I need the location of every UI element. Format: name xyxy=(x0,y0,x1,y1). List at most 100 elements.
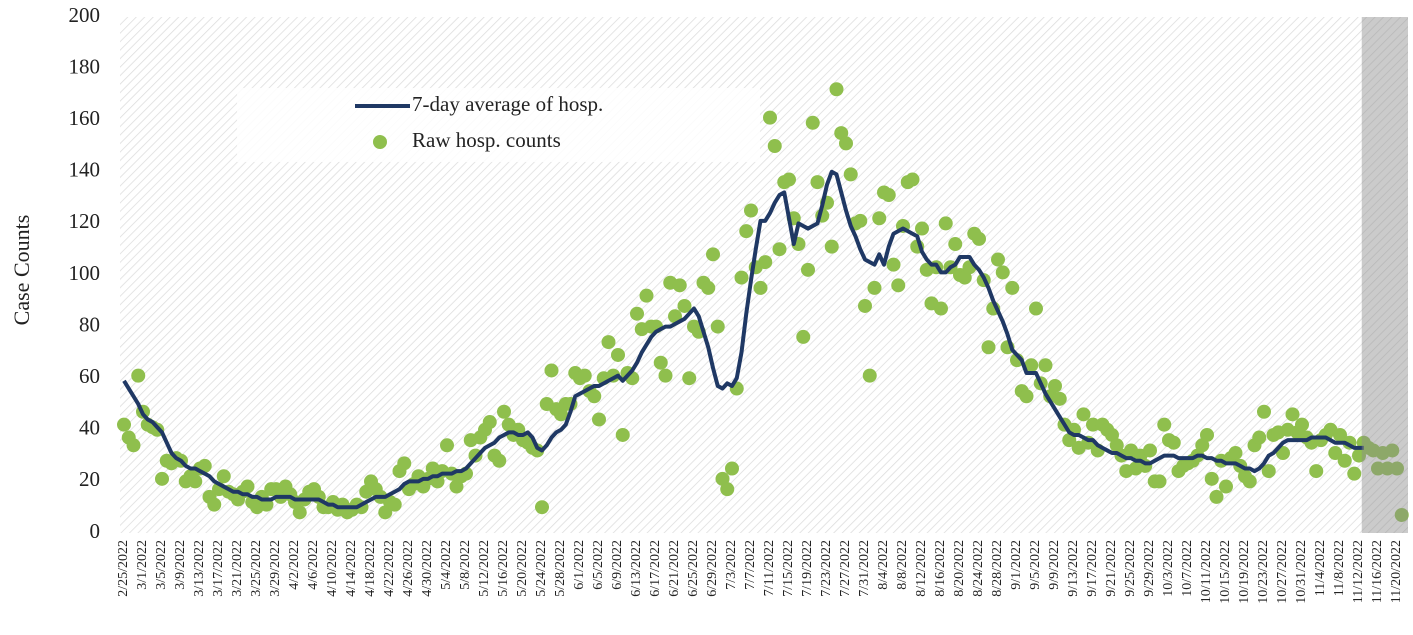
raw-point xyxy=(1390,461,1404,476)
raw-point xyxy=(829,82,844,97)
raw-point xyxy=(867,280,882,295)
x-tick-label: 3/9/2022 xyxy=(173,540,188,590)
raw-point xyxy=(492,453,507,468)
y-tick-label: 160 xyxy=(69,106,101,130)
raw-point xyxy=(801,262,815,277)
y-tick-label: 60 xyxy=(79,364,100,388)
raw-point xyxy=(810,175,825,190)
raw-point xyxy=(440,438,454,453)
raw-point xyxy=(886,257,901,272)
raw-point xyxy=(1257,404,1271,419)
raw-point xyxy=(1200,427,1214,442)
raw-point xyxy=(805,115,820,130)
raw-point xyxy=(843,167,858,182)
x-tick-label: 10/11/2022 xyxy=(1199,540,1214,603)
raw-point xyxy=(397,456,412,471)
x-tick-label: 8/4/2022 xyxy=(876,540,891,590)
raw-point xyxy=(991,252,1005,267)
raw-point xyxy=(767,139,782,153)
raw-point xyxy=(577,368,592,383)
raw-point xyxy=(658,368,673,383)
x-tick-label: 5/16/2022 xyxy=(496,540,511,597)
x-tick-label: 7/19/2022 xyxy=(800,540,815,597)
raw-point xyxy=(1029,301,1043,316)
raw-point xyxy=(1328,446,1343,461)
x-tick-label: 9/17/2022 xyxy=(1085,540,1100,597)
x-tick-label: 9/13/2022 xyxy=(1066,540,1081,597)
y-tick-label: 40 xyxy=(79,416,100,440)
y-axis-label: Case Counts xyxy=(9,215,34,326)
y-tick-label: 120 xyxy=(69,209,101,233)
raw-point xyxy=(497,404,511,419)
x-tick-label: 10/19/2022 xyxy=(1237,540,1252,604)
raw-point xyxy=(387,497,402,512)
x-tick-label: 9/5/2022 xyxy=(1028,540,1043,590)
raw-point xyxy=(710,319,725,334)
x-tick-label: 5/24/2022 xyxy=(534,540,549,597)
raw-point xyxy=(1019,389,1034,404)
raw-point xyxy=(1228,446,1243,461)
raw-point xyxy=(981,340,996,355)
y-tick-label: 0 xyxy=(90,519,101,543)
raw-point xyxy=(672,278,687,293)
raw-point xyxy=(839,136,853,151)
shaded-region xyxy=(1361,17,1408,533)
raw-point xyxy=(782,172,796,187)
x-tick-label: 9/25/2022 xyxy=(1123,540,1138,597)
raw-point xyxy=(677,298,692,313)
y-tick-label: 100 xyxy=(69,261,101,285)
x-tick-label: 10/15/2022 xyxy=(1218,540,1233,604)
raw-point xyxy=(592,412,606,427)
x-tick-label: 10/23/2022 xyxy=(1256,540,1271,604)
raw-point xyxy=(292,505,307,520)
raw-point xyxy=(706,247,720,262)
raw-point xyxy=(915,221,929,236)
raw-point xyxy=(482,415,497,430)
raw-point xyxy=(995,265,1010,280)
x-tick-label: 2/25/2022 xyxy=(116,540,131,597)
legend-label: 7-day average of hosp. xyxy=(412,92,603,116)
average-line xyxy=(122,169,1364,510)
raw-point xyxy=(739,224,754,239)
x-tick-label: 8/16/2022 xyxy=(933,540,948,597)
raw-point xyxy=(601,335,616,350)
x-tick-label: 4/14/2022 xyxy=(344,540,359,597)
x-tick-label: 4/6/2022 xyxy=(306,540,321,590)
raw-point xyxy=(630,306,644,321)
x-tick-label: 3/5/2022 xyxy=(154,540,169,590)
x-tick-label: 11/4/2022 xyxy=(1313,540,1328,596)
x-tick-label: 3/21/2022 xyxy=(230,540,245,597)
x-tick-label: 7/27/2022 xyxy=(838,540,853,597)
raw-point xyxy=(1252,430,1267,445)
raw-point xyxy=(744,203,758,218)
raw-point xyxy=(758,255,773,270)
raw-point xyxy=(188,474,203,489)
x-tick-label: 5/28/2022 xyxy=(553,540,568,597)
raw-point xyxy=(905,172,920,187)
x-tick-label: 8/24/2022 xyxy=(971,540,986,597)
raw-point xyxy=(1352,448,1366,463)
raw-point xyxy=(753,280,768,295)
raw-point xyxy=(197,458,212,473)
y-tick-label: 200 xyxy=(69,3,101,27)
raw-point xyxy=(1204,471,1219,486)
x-tick-label: 4/10/2022 xyxy=(325,540,340,597)
raw-point xyxy=(862,368,877,383)
raw-point xyxy=(934,301,948,316)
x-tick-label: 7/31/2022 xyxy=(857,540,872,597)
raw-point xyxy=(1309,464,1324,479)
raw-point xyxy=(1048,378,1062,393)
x-tick-label: 11/8/2022 xyxy=(1332,540,1347,596)
x-tick-label: 3/29/2022 xyxy=(268,540,283,597)
raw-point xyxy=(530,443,545,458)
x-tick-label: 10/27/2022 xyxy=(1275,540,1290,604)
x-tick-label: 8/8/2022 xyxy=(895,540,910,590)
x-tick-label: 4/2/2022 xyxy=(287,540,302,590)
x-tick-label: 9/21/2022 xyxy=(1104,540,1119,597)
x-tick-label: 6/1/2022 xyxy=(572,540,587,590)
x-tick-label: 6/5/2022 xyxy=(591,540,606,590)
x-tick-label: 5/20/2022 xyxy=(515,540,530,597)
x-tick-label: 6/25/2022 xyxy=(686,540,701,597)
x-tick-label: 7/11/2022 xyxy=(762,540,777,596)
